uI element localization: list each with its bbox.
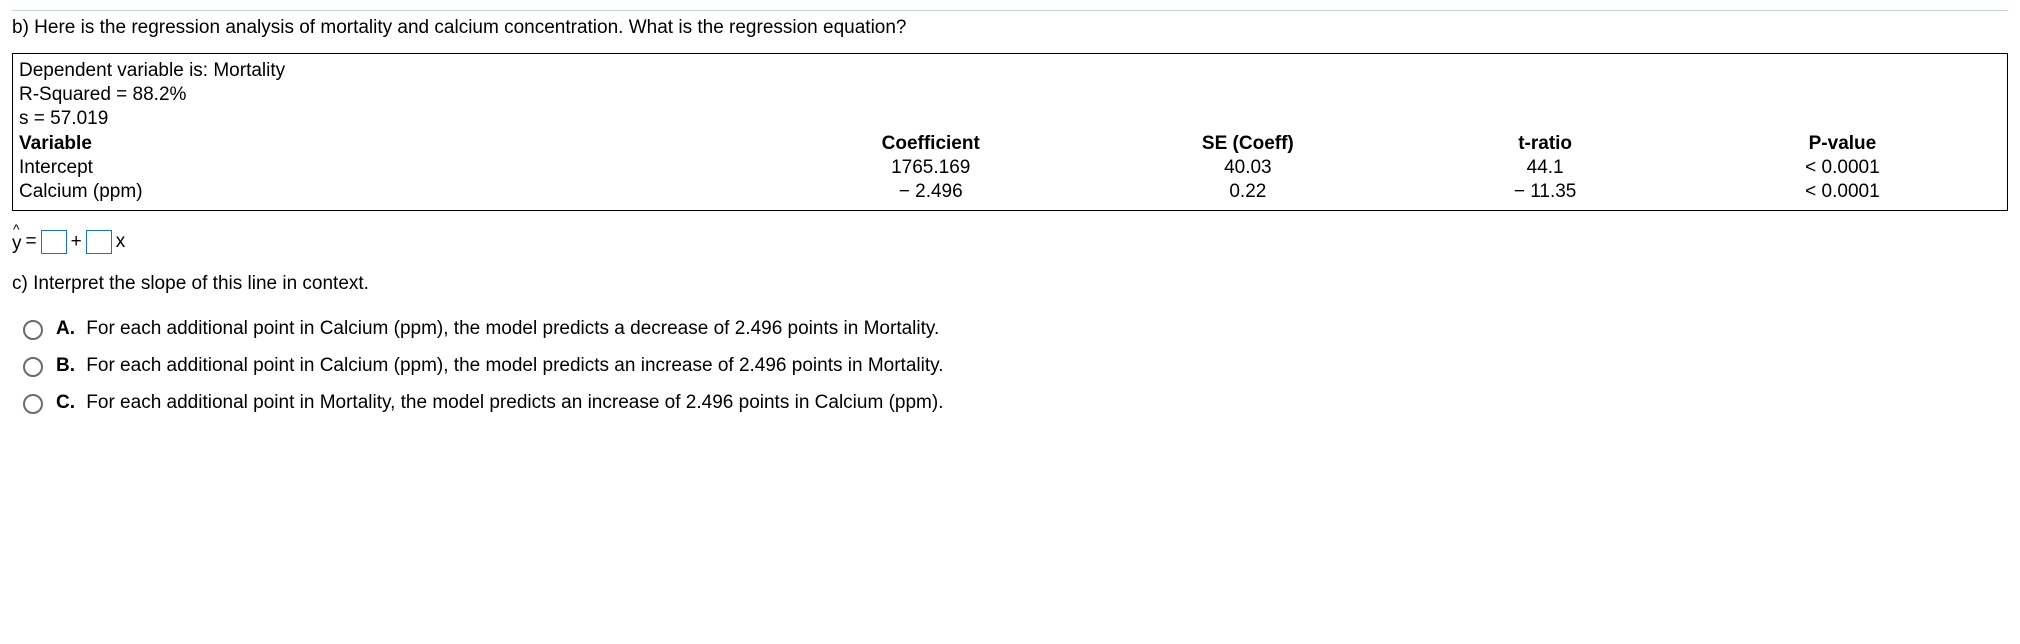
intercept-input[interactable]: [41, 230, 67, 254]
option-c-radio[interactable]: [23, 394, 43, 414]
y-hat-symbol: ^ y: [12, 229, 22, 255]
cell-se: 40.03: [1089, 156, 1406, 180]
plus-sign: +: [71, 231, 82, 253]
cell-variable: Calcium (ppm): [19, 180, 772, 204]
option-b[interactable]: B. For each additional point in Calcium …: [18, 354, 2008, 377]
regression-output-box: Dependent variable is: Mortality R-Squar…: [12, 53, 2008, 211]
regression-table: Variable Coefficient SE (Coeff) t-ratio …: [19, 132, 2001, 204]
col-se: SE (Coeff): [1089, 132, 1406, 156]
cell-t: 44.1: [1406, 156, 1683, 180]
option-letter: B.: [56, 355, 75, 376]
question-c-text: c) Interpret the slope of this line in c…: [12, 273, 2008, 295]
option-letter: C.: [56, 392, 75, 413]
caret-icon: ^: [13, 221, 20, 237]
cell-t: − 11.35: [1406, 180, 1683, 204]
x-letter: x: [116, 231, 126, 253]
regression-equation: ^ y = + x: [12, 229, 2008, 255]
question-b-text: b) Here is the regression analysis of mo…: [12, 17, 2008, 39]
cell-p: < 0.0001: [1684, 180, 2001, 204]
dep-var-line: Dependent variable is: Mortality: [19, 60, 2001, 82]
cell-coef: − 2.496: [772, 180, 1089, 204]
table-row: Calcium (ppm) − 2.496 0.22 − 11.35 < 0.0…: [19, 180, 2001, 204]
slope-input[interactable]: [86, 230, 112, 254]
option-text: For each additional point in Calcium (pp…: [86, 355, 943, 376]
col-variable: Variable: [19, 132, 772, 156]
option-a-radio[interactable]: [23, 320, 43, 340]
option-b-radio[interactable]: [23, 357, 43, 377]
rsquared-line: R-Squared = 88.2%: [19, 84, 2001, 106]
option-letter: A.: [56, 318, 75, 339]
s-line: s = 57.019: [19, 108, 2001, 130]
table-row: Intercept 1765.169 40.03 44.1 < 0.0001: [19, 156, 2001, 180]
col-tratio: t-ratio: [1406, 132, 1683, 156]
option-text: For each additional point in Calcium (pp…: [86, 318, 939, 339]
col-pvalue: P-value: [1684, 132, 2001, 156]
option-text: For each additional point in Mortality, …: [86, 392, 943, 413]
cell-variable: Intercept: [19, 156, 772, 180]
option-a[interactable]: A. For each additional point in Calcium …: [18, 317, 2008, 340]
equals-sign: =: [26, 231, 37, 253]
cell-se: 0.22: [1089, 180, 1406, 204]
option-c[interactable]: C. For each additional point in Mortalit…: [18, 391, 2008, 414]
top-divider: [12, 10, 2008, 11]
cell-coef: 1765.169: [772, 156, 1089, 180]
options-group: A. For each additional point in Calcium …: [18, 317, 2008, 414]
table-header-row: Variable Coefficient SE (Coeff) t-ratio …: [19, 132, 2001, 156]
cell-p: < 0.0001: [1684, 156, 2001, 180]
col-coefficient: Coefficient: [772, 132, 1089, 156]
